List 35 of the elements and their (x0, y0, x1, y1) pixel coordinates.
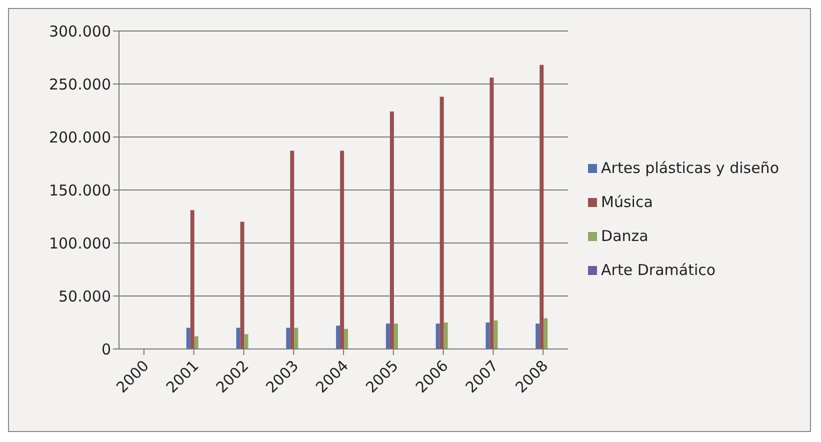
bar (294, 328, 298, 349)
bar (190, 210, 194, 349)
bar (344, 328, 348, 349)
y-tick-label: 100.000 (48, 234, 111, 252)
bar (544, 318, 548, 349)
bar (340, 150, 344, 349)
bar (390, 112, 394, 349)
bar (536, 324, 540, 349)
bar (236, 328, 240, 349)
bar (290, 150, 294, 349)
bar (394, 324, 398, 349)
bar (440, 96, 444, 349)
bar (240, 222, 244, 349)
bar (386, 324, 390, 349)
legend-label: Danza (601, 227, 648, 245)
y-tick-label: 200.000 (48, 128, 111, 146)
bar (494, 320, 498, 349)
y-tick-label: 150.000 (48, 181, 111, 200)
bar (486, 322, 490, 349)
bar (194, 336, 198, 349)
bar (540, 64, 544, 349)
legend-label: Arte Dramático (601, 261, 716, 279)
legend-label: Música (601, 193, 653, 211)
bar (286, 328, 290, 349)
bar (444, 322, 448, 349)
legend-label: Artes plásticas y diseño (601, 159, 779, 177)
bar (186, 328, 190, 349)
y-tick-label: 50.000 (58, 287, 111, 306)
y-tick-label: 0 (101, 340, 111, 358)
y-tick-label: 250.000 (48, 75, 111, 94)
bar (336, 326, 340, 349)
bar (490, 78, 494, 349)
bar (244, 334, 248, 349)
y-tick-label: 300.000 (48, 22, 111, 40)
bar (436, 324, 440, 349)
